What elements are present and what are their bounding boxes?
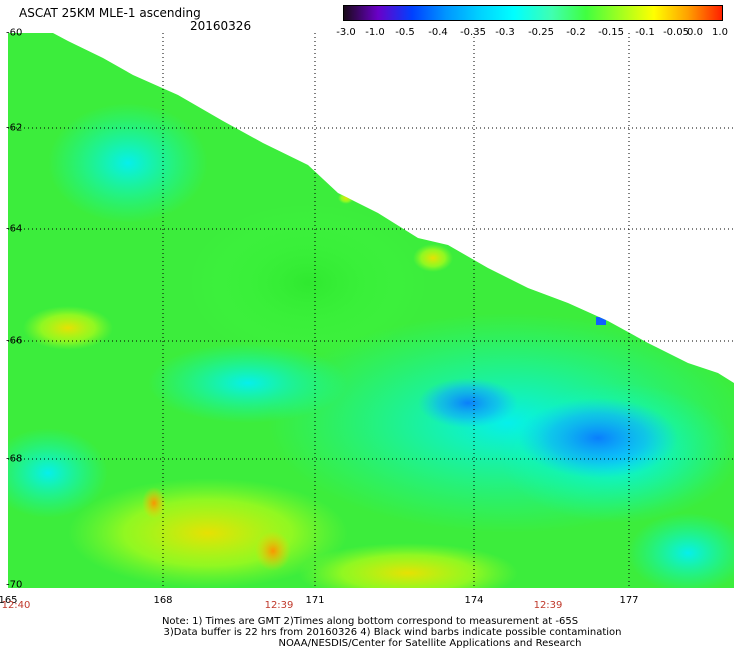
scale-label: -0.5 [395,27,415,38]
data-swath [8,33,734,588]
wind-map [8,33,734,588]
scale-label: -1.0 [365,27,385,38]
scale-label: -0.2 [566,27,586,38]
longitude-label: 174 [464,595,484,606]
scale-label: 1.0 [712,27,728,38]
scale-label: -3.0 [336,27,356,38]
longitude-label: 168 [153,595,173,606]
footnotes: Note: 1) Times are GMT 2)Times along bot… [0,616,740,649]
longitude-label: 171 [305,595,325,606]
scale-label: 0.0 [687,27,703,38]
color-scale-labels: -3.0 -1.0 -0.5 -0.4 -0.35 -0.3 -0.25 -0.… [330,27,740,41]
note-line: NOAA/NESDIS/Center for Satellite Applica… [278,638,582,649]
longitude-label: 165 [0,595,18,606]
note-line: 3)Data buffer is 22 hrs from 20160326 4)… [163,627,622,638]
map-date: 20160326 [190,19,252,33]
time-label: 12:40 [1,600,31,611]
longitude-label: 177 [619,595,639,606]
scale-label: -0.25 [528,27,554,38]
time-label: 12:39 [264,600,294,611]
color-scale-bar [343,5,723,21]
scale-label: -0.4 [428,27,448,38]
scale-label: -0.35 [460,27,486,38]
scale-label: -0.15 [598,27,624,38]
scale-label: -0.05 [663,27,689,38]
scale-label: -0.1 [635,27,655,38]
map-title: ASCAT 25KM MLE-1 ascending [19,6,201,20]
time-label: 12:39 [533,600,563,611]
note-line: Note: 1) Times are GMT 2)Times along bot… [161,616,579,627]
scale-label: -0.3 [495,27,515,38]
graticule [8,33,734,588]
